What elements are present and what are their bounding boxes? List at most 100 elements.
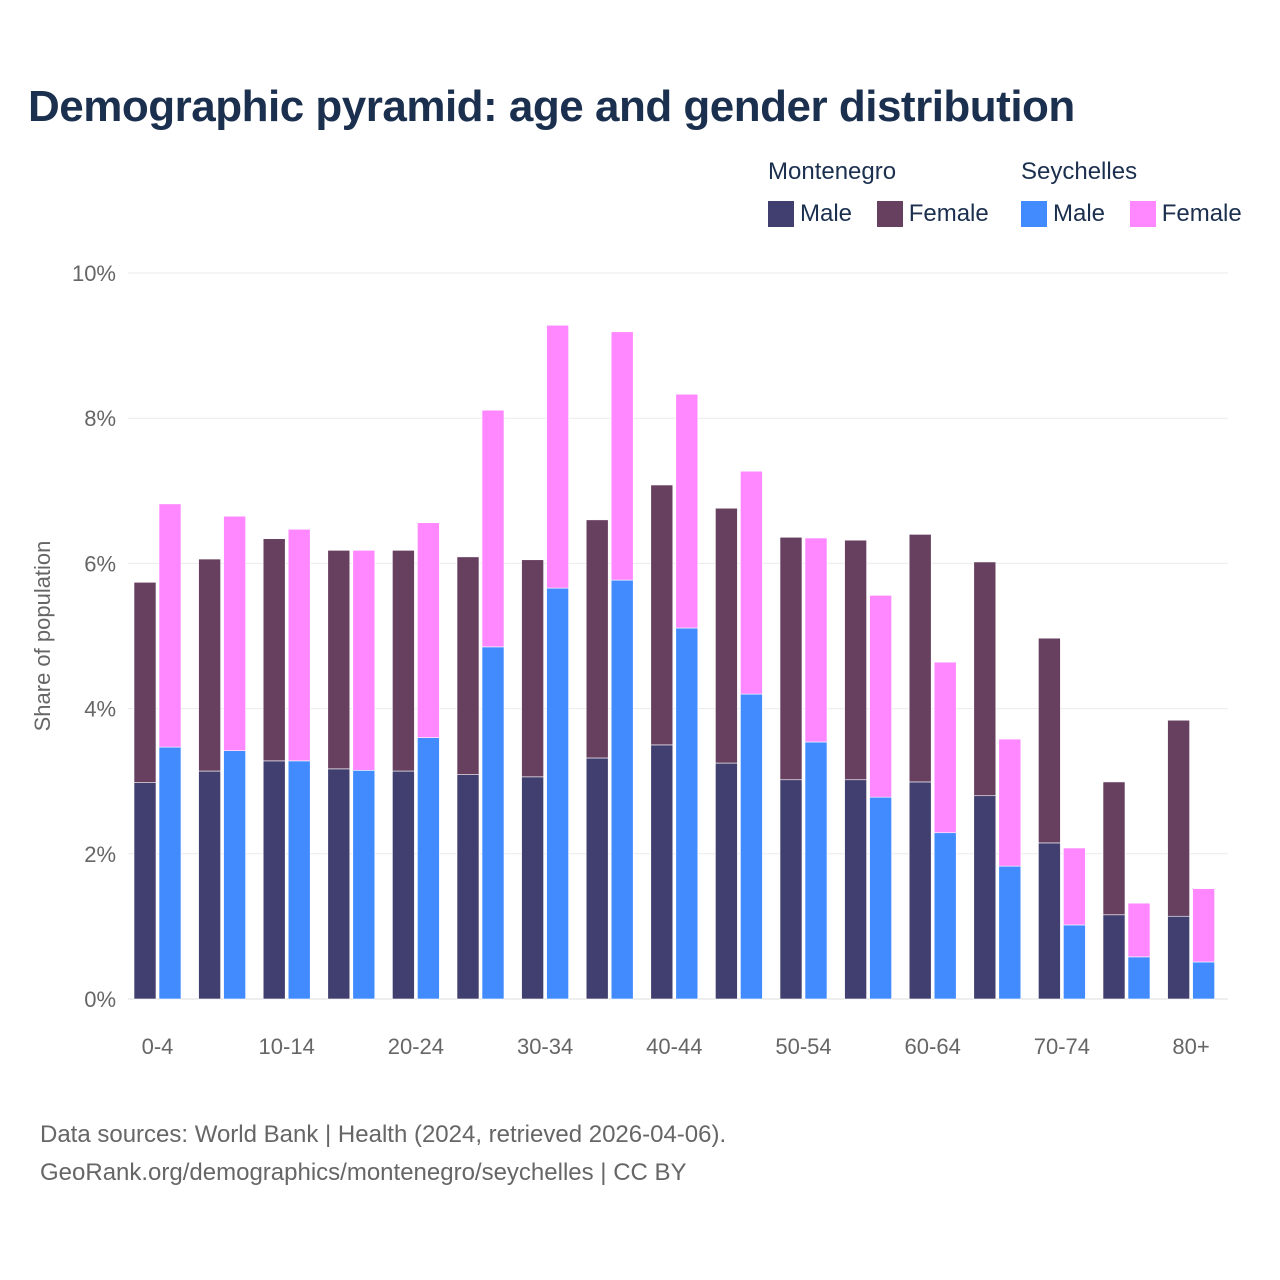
legend-item-montenegro-female[interactable]: Female <box>876 200 989 228</box>
bar-seychelles-male-10-14[interactable] <box>287 760 311 1000</box>
bar-montenegro-male-65-69[interactable] <box>973 795 997 1000</box>
bar-seychelles-female-20-24[interactable] <box>417 522 440 738</box>
bar-seychelles-male-35-39[interactable] <box>610 579 634 1000</box>
legend-swatch <box>1021 201 1047 227</box>
bar-seychelles-female-5-9[interactable] <box>223 515 246 752</box>
bar-seychelles-male-75-79[interactable] <box>1127 956 1151 1000</box>
footer: Data sources: World Bank | Health (2024,… <box>40 1116 726 1192</box>
bar-montenegro-female-45-49[interactable] <box>715 507 738 764</box>
bar-seychelles-female-10-14[interactable] <box>287 528 311 762</box>
legend-item-seychelles-female[interactable]: Female <box>1129 200 1242 228</box>
x-tick-label: 80+ <box>1172 1034 1209 1059</box>
bar-montenegro-female-50-54[interactable] <box>779 536 803 781</box>
bar-seychelles-female-25-29[interactable] <box>481 409 505 648</box>
x-tick-label: 0-4 <box>142 1034 174 1059</box>
legend-item-seychelles-male[interactable]: Male <box>1021 200 1105 228</box>
y-axis-label: Share of population <box>30 541 55 732</box>
legend-label: Male <box>800 200 853 227</box>
bar-montenegro-female-25-29[interactable] <box>456 556 480 775</box>
legend-label: Male <box>1053 200 1106 227</box>
bar-seychelles-female-40-44[interactable] <box>675 393 699 629</box>
bar-montenegro-female-80+[interactable] <box>1167 719 1190 917</box>
bar-montenegro-male-15-19[interactable] <box>327 768 351 1000</box>
bar-montenegro-male-45-49[interactable] <box>715 762 738 1000</box>
y-tick-label: 10% <box>72 261 116 286</box>
chart-plot: 0% 2% 4% 6% 8% 10% 0-4 10-14 20-24 30-34 40-44 50-… <box>30 261 1228 1059</box>
footer-source: Data sources: World Bank | Health (2024,… <box>40 1121 727 1148</box>
bar-seychelles-female-70-74[interactable] <box>1063 847 1086 926</box>
bar-seychelles-male-50-54[interactable] <box>804 741 828 1000</box>
y-tick-label: 4% <box>84 697 116 722</box>
bar-montenegro-male-70-74[interactable] <box>1038 842 1061 1000</box>
legend-swatch <box>1129 201 1156 227</box>
bar-seychelles-male-65-69[interactable] <box>998 865 1022 1000</box>
legend-seychelles: Seychelles Male Female <box>1021 158 1242 234</box>
bar-montenegro-male-25-29[interactable] <box>456 774 480 1000</box>
bar-seychelles-female-75-79[interactable] <box>1127 902 1151 958</box>
bar-montenegro-female-5-9[interactable] <box>198 558 221 772</box>
bar-seychelles-female-30-34[interactable] <box>546 324 569 589</box>
legend-item-montenegro-male[interactable]: Male <box>768 200 852 228</box>
bar-montenegro-female-30-34[interactable] <box>521 559 544 778</box>
bar-montenegro-female-65-69[interactable] <box>973 561 997 797</box>
bar-montenegro-male-20-24[interactable] <box>392 770 415 1000</box>
bar-montenegro-male-80+[interactable] <box>1167 915 1190 1000</box>
bar-seychelles-female-60-64[interactable] <box>933 661 957 834</box>
y-tick-label: 8% <box>84 406 116 431</box>
bar-montenegro-male-40-44[interactable] <box>650 744 674 1000</box>
bar-seychelles-female-45-49[interactable] <box>740 470 763 695</box>
bar-seychelles-male-80+[interactable] <box>1192 961 1215 1000</box>
x-tick-label: 20-24 <box>388 1034 444 1059</box>
bar-montenegro-female-0-4[interactable] <box>133 581 157 783</box>
bar-seychelles-male-30-34[interactable] <box>546 587 569 1000</box>
bar-seychelles-female-15-19[interactable] <box>352 550 376 771</box>
bar-seychelles-female-55-59[interactable] <box>869 595 892 798</box>
bar-montenegro-male-35-39[interactable] <box>585 757 609 1000</box>
bar-montenegro-male-50-54[interactable] <box>779 779 803 1000</box>
bar-seychelles-male-5-9[interactable] <box>223 750 246 1000</box>
bar-seychelles-male-55-59[interactable] <box>869 796 892 1000</box>
y-tick-label: 6% <box>84 551 116 576</box>
bar-montenegro-male-75-79[interactable] <box>1102 914 1126 1000</box>
bar-seychelles-female-80+[interactable] <box>1192 888 1215 963</box>
bar-seychelles-female-65-69[interactable] <box>998 738 1022 867</box>
bar-montenegro-male-55-59[interactable] <box>844 779 867 1000</box>
bar-montenegro-male-10-14[interactable] <box>262 760 286 1000</box>
bar-montenegro-male-0-4[interactable] <box>133 782 157 1000</box>
bar-montenegro-female-35-39[interactable] <box>585 519 609 759</box>
bar-montenegro-female-20-24[interactable] <box>392 550 415 772</box>
bar-montenegro-female-10-14[interactable] <box>262 538 286 762</box>
bar-seychelles-male-40-44[interactable] <box>675 627 699 1000</box>
y-tick-label: 0% <box>84 987 116 1012</box>
legend-group-title: Seychelles <box>1021 158 1138 185</box>
footer-link[interactable]: GeoRank.org/demographics/montenegro/seyc… <box>40 1159 687 1186</box>
bar-seychelles-male-0-4[interactable] <box>158 746 182 1000</box>
bar-montenegro-female-70-74[interactable] <box>1038 637 1061 844</box>
bar-montenegro-female-55-59[interactable] <box>844 539 867 781</box>
bar-seychelles-female-50-54[interactable] <box>804 537 828 743</box>
bar-seychelles-male-60-64[interactable] <box>933 832 957 1000</box>
bar-seychelles-female-0-4[interactable] <box>158 503 182 748</box>
bar-montenegro-female-75-79[interactable] <box>1102 781 1126 916</box>
bar-seychelles-male-15-19[interactable] <box>352 770 376 1000</box>
chart-title: Demographic pyramid: age and gender dist… <box>28 82 1075 131</box>
bar-seychelles-male-25-29[interactable] <box>481 646 505 1000</box>
bar-montenegro-female-60-64[interactable] <box>908 534 932 783</box>
x-tick-label: 30-34 <box>517 1034 573 1059</box>
bar-montenegro-female-15-19[interactable] <box>327 550 351 770</box>
legend-swatch <box>768 201 794 227</box>
y-tick-label: 2% <box>84 842 116 867</box>
legend-montenegro: Montenegro Male Female <box>768 158 1007 234</box>
x-tick-label: 70-74 <box>1034 1034 1090 1059</box>
x-tick-label: 10-14 <box>259 1034 315 1059</box>
bar-montenegro-male-5-9[interactable] <box>198 770 221 1000</box>
x-tick-label: 50-54 <box>775 1034 831 1059</box>
bar-montenegro-male-30-34[interactable] <box>521 776 544 1000</box>
bar-seychelles-male-20-24[interactable] <box>417 737 440 1000</box>
bar-seychelles-female-35-39[interactable] <box>610 331 634 581</box>
bar-seychelles-male-70-74[interactable] <box>1063 924 1086 1000</box>
bar-seychelles-male-45-49[interactable] <box>740 693 763 1000</box>
bar-montenegro-male-60-64[interactable] <box>908 781 932 1000</box>
legend-group-title: Montenegro <box>768 158 897 185</box>
bar-montenegro-female-40-44[interactable] <box>650 484 674 746</box>
